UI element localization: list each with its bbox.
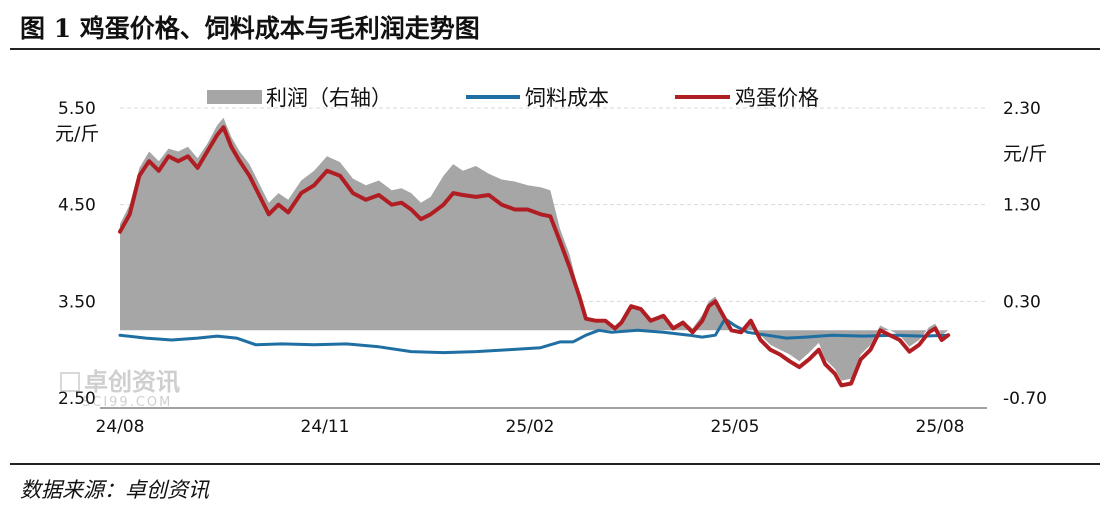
source-note: 数据来源：卓创资讯	[20, 478, 209, 502]
watermark-logo-icon	[60, 372, 80, 392]
profit-area	[120, 117, 949, 381]
left-axis-tick-label: 3.50	[58, 292, 96, 312]
page-title: 图 1 鸡蛋价格、饲料成本与毛利润走势图	[20, 14, 480, 43]
grid-lines	[120, 107, 987, 302]
legend-label-profit: 利润（右轴）	[266, 86, 392, 110]
axis-layer: 5.50 2.30 4.50 1.30 3.50 0.30 2.50 -0.70 24/08 24…	[58, 99, 1047, 437]
title-bar: 图 1 鸡蛋价格、饲料成本与毛利润走势图	[0, 0, 1110, 50]
x-axis-tick-label: 24/08	[96, 417, 145, 437]
right-axis-tick-label: 1.30	[1003, 196, 1041, 216]
feed-cost-line	[118, 317, 950, 355]
x-axis-tick-label: 25/02	[506, 417, 555, 437]
left-axis-tick-label: 5.50	[58, 99, 96, 119]
right-axis-unit: 元/斤	[1003, 143, 1047, 165]
right-axis-tick-label: 0.30	[1003, 292, 1041, 312]
x-axis-tick-label: 24/11	[301, 417, 350, 437]
x-axis-tick-label: 25/08	[916, 417, 965, 437]
right-axis-tick-label: 2.30	[1003, 99, 1041, 119]
legend: 利润（右轴） 饲料成本 鸡蛋价格	[207, 86, 819, 110]
watermark: 卓创资讯 SCI99.COM	[60, 362, 180, 410]
left-axis-unit: 元/斤	[55, 123, 99, 145]
right-axis-tick-label: -0.70	[1003, 389, 1047, 409]
legend-label-feed: 饲料成本	[525, 86, 609, 110]
egg-price-line	[118, 125, 951, 388]
left-axis-tick-label: 2.50	[58, 389, 96, 409]
legend-swatch-profit	[207, 90, 262, 104]
title-rule	[10, 48, 1100, 50]
profit-area-layer	[120, 117, 949, 381]
watermark-subtext: SCI99.COM	[82, 395, 173, 410]
left-axis-tick-label: 4.50	[58, 196, 96, 216]
line-layer	[118, 125, 951, 388]
footer-rule	[10, 463, 1100, 465]
legend-label-egg: 鸡蛋价格	[735, 86, 819, 110]
watermark-text: 卓创资讯	[84, 368, 180, 396]
chart: 5.50 2.30 4.50 1.30 3.50 0.30 2.50 -0.70 24/08 24…	[55, 86, 1047, 437]
x-axis-tick-label: 25/05	[711, 417, 760, 437]
